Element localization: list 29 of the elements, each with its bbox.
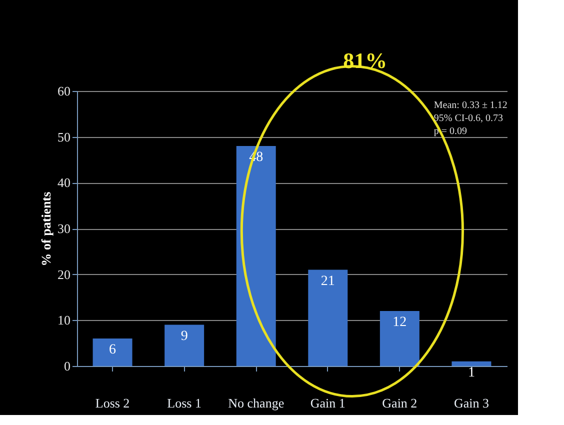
y-tick-label: 50 bbox=[58, 129, 70, 144]
y-tick-label: 20 bbox=[58, 266, 70, 282]
data-label: 1 bbox=[468, 365, 475, 380]
data-label: 6 bbox=[109, 342, 116, 358]
annotation: 95% CI-0.6, 0.73 bbox=[434, 113, 504, 124]
x-tick-label: Gain 1 bbox=[310, 396, 346, 410]
y-tick-label: 30 bbox=[58, 221, 70, 236]
text: 81% bbox=[343, 48, 388, 73]
x-tick-label: Loss 2 bbox=[95, 396, 130, 410]
bar bbox=[164, 324, 204, 366]
y-tick-label: 0 bbox=[64, 358, 70, 374]
x-tick-label: No change bbox=[228, 396, 284, 410]
annotation: Mean: 0.33 ± 1.12 bbox=[434, 100, 508, 111]
bar bbox=[452, 361, 492, 366]
y-tick-label: 10 bbox=[58, 312, 70, 328]
data-label: 9 bbox=[180, 328, 188, 344]
y-axis-title: % of patients bbox=[38, 192, 54, 266]
bar bbox=[380, 311, 420, 366]
bar bbox=[92, 338, 132, 366]
data-label: 21 bbox=[320, 274, 335, 289]
bar bbox=[236, 146, 276, 366]
y-tick-label: 40 bbox=[58, 175, 70, 190]
y-tick-label: 60 bbox=[58, 84, 70, 98]
bar bbox=[308, 270, 348, 366]
x-tick-label: Gain 3 bbox=[454, 396, 489, 410]
data-label: 12 bbox=[392, 315, 407, 330]
x-tick-label: Gain 2 bbox=[382, 396, 418, 410]
annotation: p = 0.09 bbox=[434, 126, 468, 137]
x-tick-label: Loss 1 bbox=[167, 396, 202, 410]
